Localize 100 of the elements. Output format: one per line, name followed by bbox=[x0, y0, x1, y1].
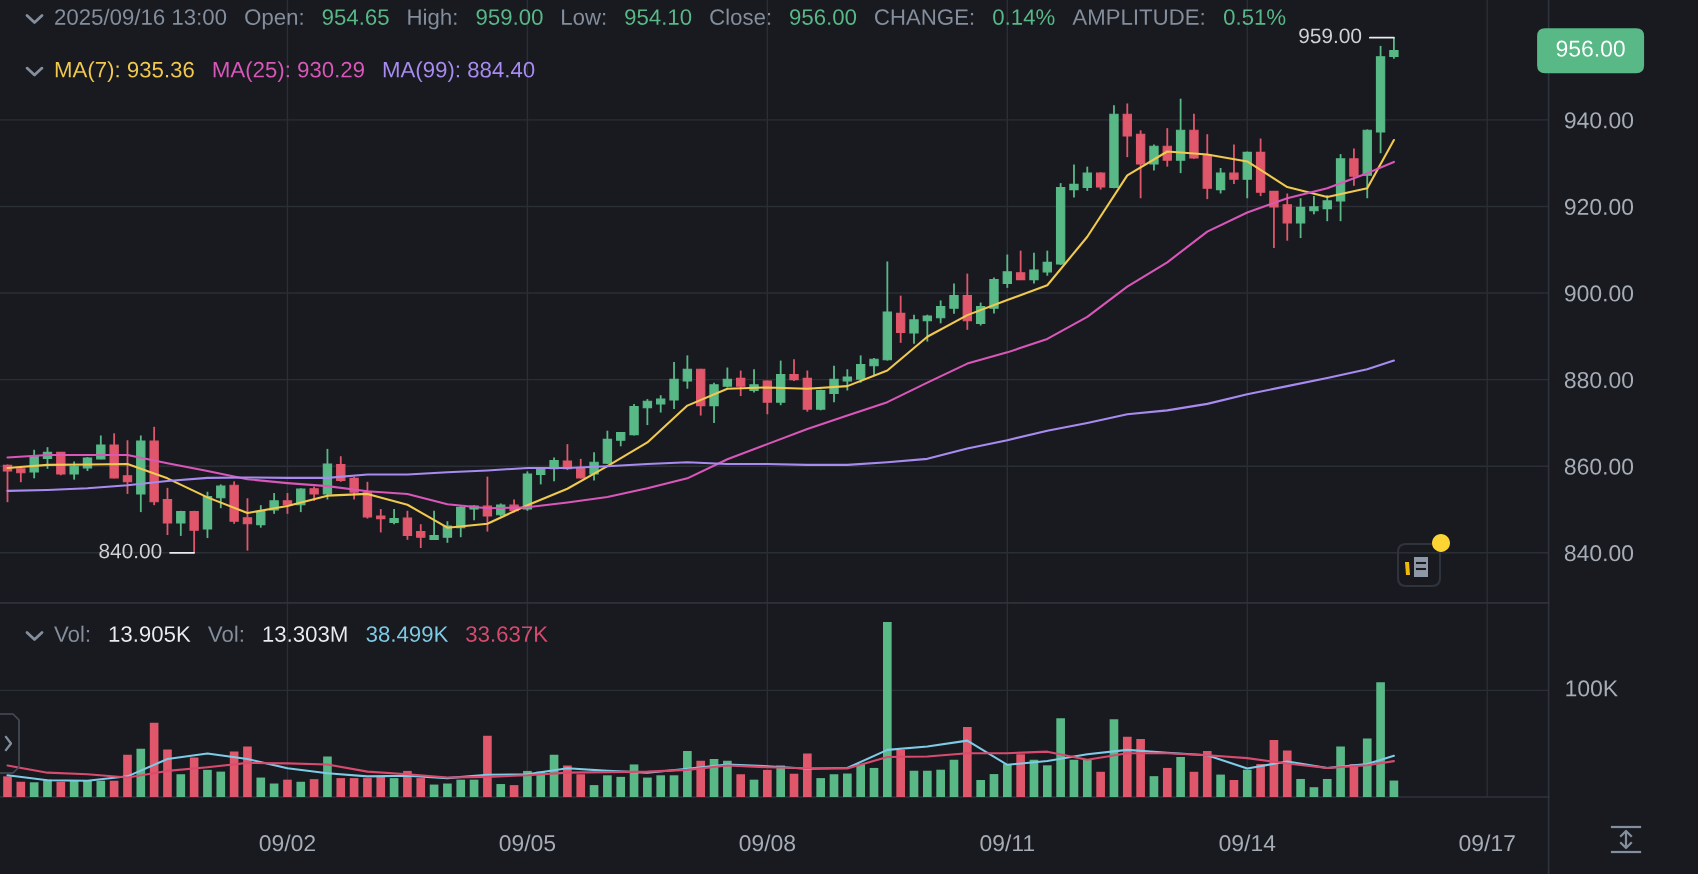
bar bbox=[1309, 787, 1319, 797]
bar bbox=[816, 778, 826, 797]
candlestick bbox=[1229, 143, 1239, 185]
text: 33.637K bbox=[466, 626, 548, 642]
candlestick bbox=[122, 439, 133, 495]
candlestick bbox=[1162, 127, 1172, 168]
candlestick bbox=[1122, 102, 1132, 159]
annotation: CHANGE: 0.14% bbox=[875, 9, 1055, 25]
bar bbox=[349, 778, 359, 797]
candlestick bbox=[1082, 165, 1092, 192]
candlestick bbox=[176, 509, 186, 537]
bar bbox=[883, 621, 892, 797]
bar bbox=[1069, 759, 1079, 797]
bar bbox=[789, 773, 799, 797]
bar bbox=[96, 780, 106, 797]
bar bbox=[256, 777, 266, 797]
candlestick bbox=[842, 368, 853, 392]
bar bbox=[1296, 778, 1305, 797]
bar bbox=[763, 769, 772, 797]
bar bbox=[1002, 764, 1012, 797]
bar bbox=[1322, 778, 1332, 797]
candlestick bbox=[1389, 36, 1399, 60]
bar bbox=[976, 780, 985, 797]
candlestick bbox=[416, 523, 426, 549]
bar bbox=[283, 779, 292, 797]
candlestick bbox=[1029, 251, 1039, 285]
bar bbox=[43, 779, 52, 797]
annotation: Open: 954.65 bbox=[245, 9, 389, 30]
candlestick bbox=[242, 497, 253, 552]
candlestick bbox=[576, 457, 586, 480]
candlestick bbox=[69, 460, 79, 481]
candlestick bbox=[736, 369, 746, 397]
bar bbox=[309, 779, 319, 797]
y-tick-label: 840.00 bbox=[1564, 545, 1634, 562]
y-tick-label: 880.00 bbox=[1564, 371, 1634, 389]
bar bbox=[736, 774, 746, 797]
bar bbox=[336, 778, 346, 797]
candlestick bbox=[402, 509, 413, 541]
bar bbox=[869, 767, 879, 797]
bar bbox=[176, 774, 186, 797]
y-tick-label: 900.00 bbox=[1564, 285, 1634, 302]
bar bbox=[1189, 771, 1199, 797]
candlestick bbox=[855, 354, 866, 384]
annotation: 959.00 bbox=[1299, 28, 1362, 44]
bar bbox=[1376, 682, 1385, 797]
candlestick bbox=[949, 282, 959, 315]
candlestick bbox=[1349, 147, 1359, 187]
bar bbox=[1229, 780, 1239, 797]
candlestick bbox=[1322, 194, 1332, 223]
candlestick bbox=[1002, 253, 1012, 289]
annotation: Vol: 13.905K bbox=[54, 625, 191, 642]
annotation: High: 959.00 bbox=[408, 8, 543, 30]
bar bbox=[1176, 757, 1185, 797]
candlestick bbox=[282, 492, 293, 515]
annotation: Close: 956.00 bbox=[710, 8, 857, 25]
x-tick-label: 09/05 bbox=[499, 834, 556, 852]
candlestick bbox=[336, 455, 346, 483]
text: 100K bbox=[1566, 680, 1618, 697]
candlestick bbox=[922, 313, 933, 343]
bar bbox=[829, 774, 839, 797]
bar bbox=[3, 776, 12, 797]
candlestick bbox=[256, 504, 266, 529]
bar bbox=[843, 773, 852, 797]
candlestick bbox=[829, 364, 839, 404]
bar bbox=[456, 779, 466, 797]
bar bbox=[949, 759, 959, 797]
bar bbox=[603, 775, 612, 797]
bar bbox=[56, 781, 66, 797]
bar bbox=[776, 765, 786, 797]
bar bbox=[989, 774, 999, 797]
text: MA(7): 935.36 bbox=[55, 61, 194, 82]
candlestick bbox=[682, 354, 693, 390]
candlestick bbox=[789, 358, 799, 382]
bar bbox=[363, 778, 372, 797]
bar bbox=[723, 760, 732, 797]
candlestick bbox=[1215, 167, 1226, 195]
x-tick-label: 09/08 bbox=[739, 834, 796, 852]
annotation: Low: 954.10 bbox=[562, 9, 692, 25]
bar bbox=[216, 771, 226, 797]
candlestick bbox=[376, 508, 386, 534]
bar bbox=[856, 764, 866, 797]
bar bbox=[109, 780, 119, 797]
bar bbox=[616, 776, 626, 797]
bar bbox=[1256, 764, 1265, 797]
bar bbox=[1242, 769, 1252, 797]
y-tick-label: 940.00 bbox=[1564, 112, 1634, 129]
bar bbox=[669, 775, 679, 797]
bar bbox=[83, 780, 92, 797]
bar bbox=[443, 783, 452, 797]
bar bbox=[1149, 776, 1159, 797]
text: 38.499K bbox=[366, 626, 449, 642]
annotation: Vol: 13.303M bbox=[207, 625, 347, 642]
text: MA(99): 884.40 bbox=[383, 61, 535, 82]
candlestick bbox=[709, 381, 719, 424]
bar bbox=[683, 750, 692, 797]
bar bbox=[909, 770, 919, 797]
bar bbox=[136, 748, 146, 797]
annotation: AMPLITUDE: 0.51% bbox=[1072, 9, 1286, 25]
candlestick bbox=[162, 486, 173, 536]
bar bbox=[1389, 780, 1399, 797]
